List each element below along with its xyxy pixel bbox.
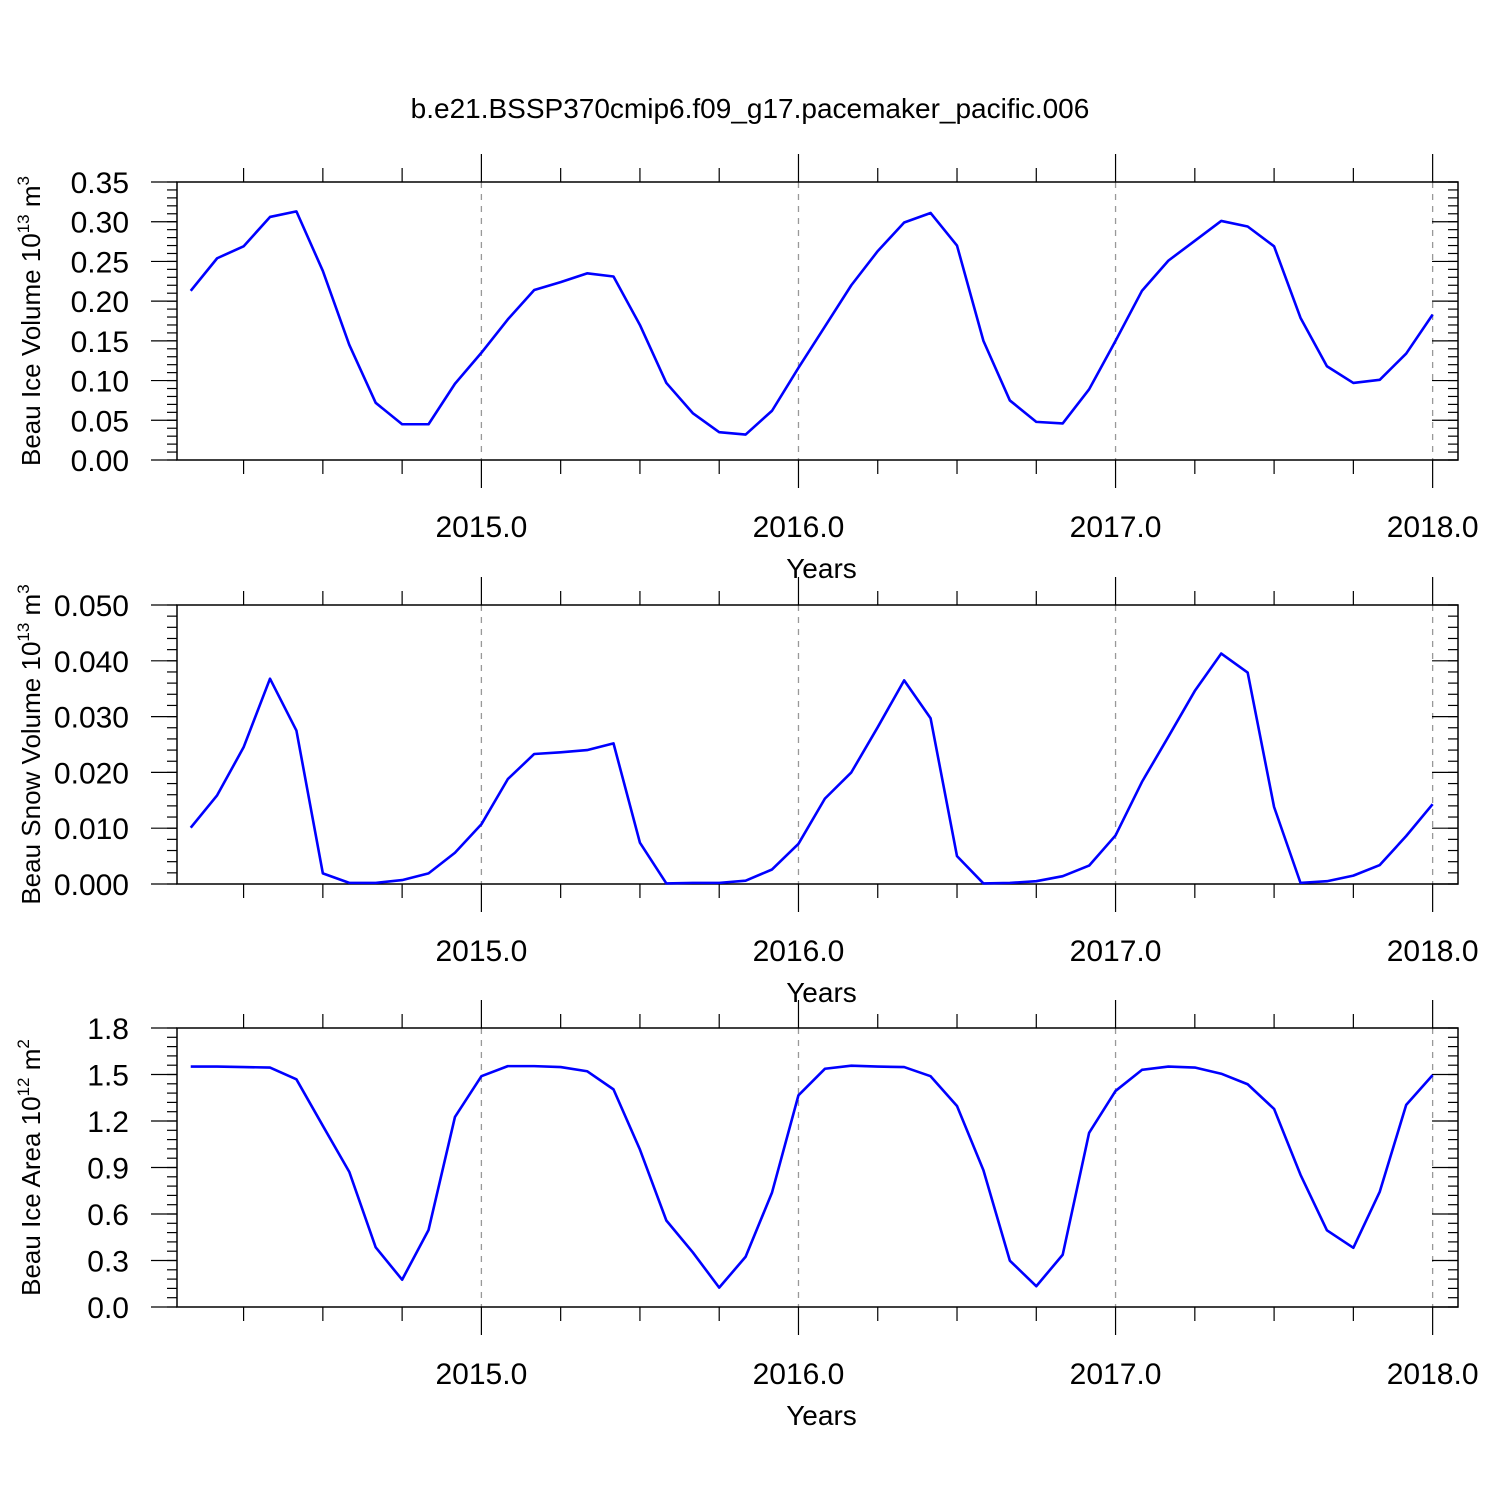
y-tick-label: 0.35 [71,167,129,200]
y-tick-label: 0.000 [54,869,129,902]
x-tick-label: 2018.0 [1387,935,1479,968]
plot-frame [176,1027,1459,1308]
y-axis-label-unit-exponent: 2 [14,1039,33,1048]
y-tick-label: 0.020 [54,757,129,790]
x-tick-label: 2015.0 [436,1358,528,1391]
x-tick-label: 2017.0 [1070,935,1162,968]
y-tick-label: 1.2 [87,1106,129,1139]
chart-panels: 2015.0 2016.0 2017.0 2018.0 Years 0.00 0.05 0.1… [14,154,1479,1431]
y-tick-label: 0.15 [71,326,129,359]
plot-frame [176,604,1459,885]
y-tick-label: 0.6 [87,1199,129,1232]
y-tick-label: 0.20 [71,286,129,319]
y-tick-label: 1.8 [87,1013,129,1046]
y-axis-label-unit: m [16,185,46,214]
y-axis-label: Beau Snow Volume 1013 m3 [14,584,46,904]
series-line-3 [190,1064,1434,1289]
y-tick-label: 0.010 [54,813,129,846]
y-axis-label-unit-exponent: 3 [14,584,33,593]
x-tick-label: 2016.0 [753,1358,845,1391]
x-tick-label: 2016.0 [753,511,845,544]
x-axis-label: Years [786,553,857,584]
chart-panel-1: 2015.0 2016.0 2017.0 2018.0 Years 0.00 0.05 0.1… [14,154,1479,584]
y-axis-label-text: Beau Snow Volume 10 [16,642,46,905]
y-tick-label: 0.040 [54,646,129,679]
x-tick-label: 2018.0 [1387,511,1479,544]
y-tick-label: 0.30 [71,207,129,240]
y-tick-label: 0.25 [71,246,129,279]
x-tick-label: 2017.0 [1070,511,1162,544]
y-axis-label-text: Beau Ice Area 10 [16,1096,46,1295]
y-tick-label: 0.030 [54,702,129,735]
x-tick-label: 2017.0 [1070,1358,1162,1391]
series-line-1 [189,210,1434,436]
chart-panel-2: 2015.0 2016.0 2017.0 2018.0 Years 0.000 0.010 0… [14,577,1479,1008]
x-axis-label: Years [786,1400,857,1431]
chart-title: b.e21.BSSP370cmip6.f09_g17.pacemaker_pac… [411,93,1090,124]
plot-frame [176,181,1459,461]
y-axis-label-unit: m [16,1049,46,1078]
y-axis-label: Beau Ice Area 1012 m2 [14,1039,46,1296]
x-tick-label: 2015.0 [436,935,528,968]
y-axis-label-text: Beau Ice Volume 10 [16,233,46,466]
y-axis-label: Beau Ice Volume 1013 m3 [14,176,46,466]
y-axis-label-unit: m [16,594,46,623]
y-tick-label: 0.05 [71,405,129,438]
x-axis-label: Years [786,977,857,1008]
y-tick-label: 0.00 [71,445,129,478]
y-axis-label-unit-exponent: 3 [14,176,33,185]
x-tick-label: 2018.0 [1387,1358,1479,1391]
y-axis-label-exponent: 13 [14,623,33,642]
x-tick-label: 2015.0 [436,511,528,544]
y-tick-label: 0.0 [87,1292,129,1325]
chart-panel-3: 2015.0 2016.0 2017.0 2018.0 Years 0.0 0.3 0.6 0.… [14,1000,1479,1431]
y-axis-label-exponent: 12 [14,1077,33,1096]
y-tick-label: 0.9 [87,1153,129,1186]
y-axis-label-exponent: 13 [14,214,33,233]
y-tick-label: 1.5 [87,1060,129,1093]
y-tick-label: 0.10 [71,366,129,399]
y-tick-label: 0.050 [54,590,129,623]
series-line-2 [189,652,1434,885]
x-tick-label: 2016.0 [753,935,845,968]
y-tick-label: 0.3 [87,1246,129,1279]
